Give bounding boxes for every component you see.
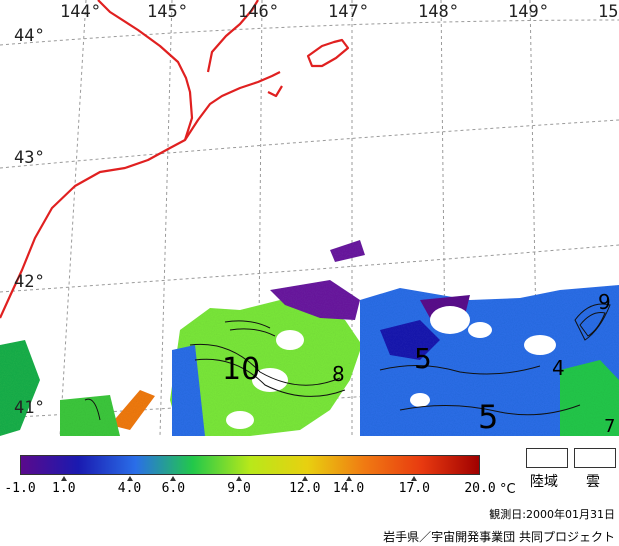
contour-label-5-lower: 5 — [478, 398, 499, 436]
contour-label-4: 4 — [552, 356, 565, 380]
longitude-label-149: 149° — [508, 2, 549, 22]
latitude-label-43: 43° — [14, 148, 45, 168]
cloud-mask — [226, 306, 556, 429]
colorbar-tick-label: 9.0 — [227, 481, 251, 496]
colorbar-unit: °C — [500, 482, 516, 497]
sst-east-green — [560, 360, 619, 436]
colorbar-tick-label: 12.0 — [289, 481, 321, 496]
coastline — [0, 0, 350, 319]
colorbar-tick-marker — [60, 476, 67, 481]
sst-purple-small — [330, 240, 365, 262]
land-legend-label: 陸域 — [530, 474, 558, 490]
temperature-colorbar — [20, 455, 480, 475]
sea-surface-temperature-map — [0, 0, 619, 436]
colorbar-tick-marker — [301, 476, 308, 481]
land-legend-swatch — [526, 448, 568, 468]
longitude-label-147: 147° — [328, 2, 369, 22]
cloud-legend-swatch — [574, 448, 616, 468]
sst-purple-strip — [270, 280, 360, 320]
colorbar-tick-label: -1.0 — [4, 481, 36, 496]
credit-line: 岩手県／宇宙開発事業団 共同プロジェクト — [383, 530, 615, 544]
longitude-label-144: 144° — [60, 2, 101, 22]
latitude-label-44: 44° — [14, 26, 45, 46]
colorbar-tick-marker — [236, 476, 243, 481]
longitude-label-150: 15 — [598, 2, 619, 22]
colorbar-tick-marker — [411, 476, 418, 481]
sst-warm-streak — [110, 390, 155, 430]
sst-central-blue — [172, 345, 205, 436]
latitude-label-42: 42° — [14, 272, 45, 292]
colorbar-tick-label: 17.0 — [398, 481, 430, 496]
colorbar-tick-marker — [345, 476, 352, 481]
contour-label-10: 10 — [222, 352, 261, 387]
observation-date: 観測日:2000年01月31日 — [489, 508, 615, 521]
colorbar-tick-marker — [170, 476, 177, 481]
sst-west-swath — [0, 340, 40, 436]
sst-east-deep — [380, 320, 440, 360]
temperature-contours — [84, 303, 611, 421]
colorbar-tick-label: 4.0 — [117, 481, 142, 496]
colorbar-tick-label: 6.0 — [161, 481, 186, 496]
latitude-label-41: 41° — [14, 398, 45, 418]
contour-label-7: 7 — [604, 416, 616, 437]
sst-central-green — [170, 300, 362, 436]
cloud-legend-label: 雲 — [586, 474, 600, 490]
colorbar-tick-label: 1.0 — [52, 481, 76, 496]
contour-label-9: 9 — [598, 290, 611, 314]
sst-data-layer — [0, 240, 619, 436]
longitude-label-148: 148° — [418, 2, 459, 22]
colorbar-tick-label: 14.0 — [332, 481, 365, 496]
contour-label-8: 8 — [332, 362, 345, 386]
contour-label-5-upper: 5 — [414, 342, 432, 375]
colorbar-tick-label: 20.0 — [464, 481, 496, 496]
longitude-label-145: 145° — [147, 2, 188, 22]
colorbar-tick-marker — [126, 476, 133, 481]
longitude-label-146: 146° — [238, 2, 279, 22]
sst-coastal-green — [60, 395, 120, 436]
